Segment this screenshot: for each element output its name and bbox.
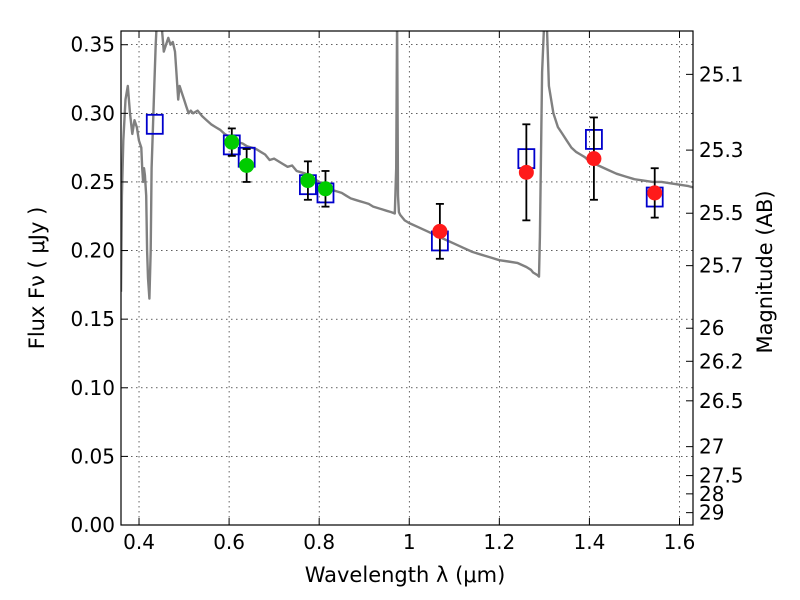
plot-area <box>121 31 693 300</box>
x-tick-label: 0.6 <box>213 530 245 554</box>
x-tick-label: 0.8 <box>303 530 335 554</box>
y2-axis-label: Magnitude (AB) <box>753 190 777 353</box>
y-axis-label: Flux Fν ( μJy ) <box>25 207 49 350</box>
y-tick-label: 0.05 <box>70 444 115 468</box>
plot-marks <box>121 31 693 300</box>
sed-model-line <box>121 31 693 300</box>
y2-tick-label: 28 <box>699 482 724 506</box>
y2-tick-label: 29 <box>699 501 724 525</box>
plot-frame <box>120 30 694 526</box>
y2-tick-label: 27.5 <box>699 464 744 488</box>
nir-data-point <box>432 223 448 239</box>
x-tick-label: 1.4 <box>574 530 606 554</box>
y2-tick-label: 25.3 <box>699 138 744 162</box>
optical-data-point <box>224 134 240 150</box>
y-tick-label: 0.35 <box>70 33 115 57</box>
y2-tick-label: 25.5 <box>699 201 744 225</box>
x-tick-label: 1 <box>403 530 416 554</box>
y2-tick-label: 26.2 <box>699 349 744 373</box>
x-tick-label: 1.2 <box>483 530 515 554</box>
y2-tick-label: 26.5 <box>699 389 744 413</box>
x-tick-label: 1.6 <box>664 530 696 554</box>
x-tick-label: 0.4 <box>123 530 155 554</box>
grid-lines <box>121 31 693 526</box>
y-tick-label: 0.15 <box>70 307 115 331</box>
model-photometry-square <box>145 113 164 135</box>
y2-tick-label: 27 <box>699 435 724 459</box>
y-tick-label: 0.30 <box>70 101 115 125</box>
y-tick-label: 0.10 <box>70 376 115 400</box>
y-tick-label: 0.00 <box>70 513 115 537</box>
nir-data-point <box>586 151 602 167</box>
x-axis-label: Wavelength λ (μm) <box>305 563 506 587</box>
y2-tick-label: 25.7 <box>699 254 744 278</box>
optical-data-point <box>317 181 333 197</box>
y2-tick-label: 26 <box>699 316 724 340</box>
y-tick-label: 0.20 <box>70 239 115 263</box>
y2-tick-label: 25.1 <box>699 62 744 86</box>
optical-data-point <box>239 157 255 173</box>
nir-data-point <box>518 164 534 180</box>
axis-ticks: 0.4 0.6 0.8 1 1.2 1.4 1.6 0.00 0.05 0.10 0.15 0.20 0… <box>70 31 744 554</box>
optical-data-point <box>300 173 316 189</box>
nir-data-point <box>647 185 663 201</box>
y-tick-label: 0.25 <box>70 170 115 194</box>
